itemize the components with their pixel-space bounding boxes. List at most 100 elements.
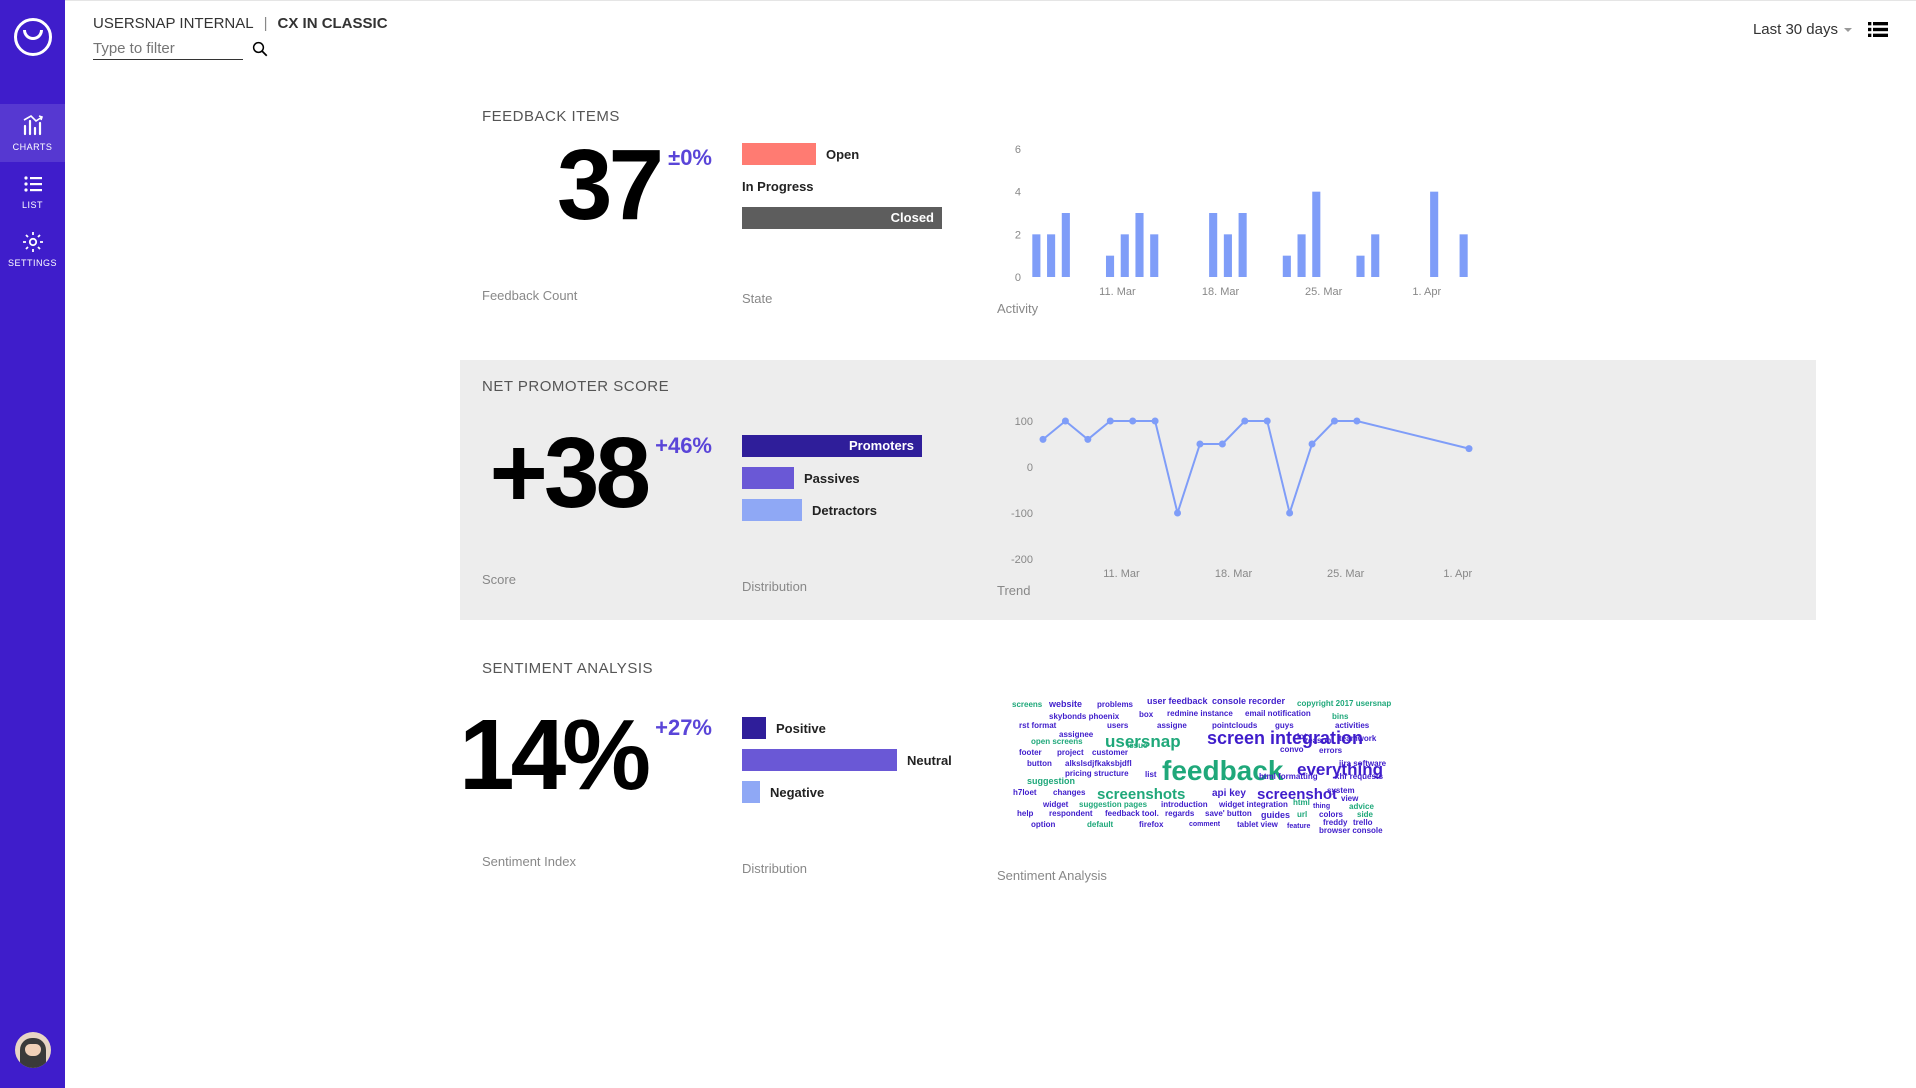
cloud-word: problems [1097,701,1133,709]
hbar-label: Open [826,147,859,162]
date-filter[interactable]: Last 30 days [1753,21,1854,38]
breadcrumb-org[interactable]: USERSNAP INTERNAL [93,15,254,32]
nav-list[interactable]: LIST [0,162,65,220]
svg-text:18. Mar: 18. Mar [1215,568,1253,580]
cloud-word: introduction [1161,801,1208,809]
svg-text:11. Mar: 11. Mar [1099,286,1136,298]
cloud-word: email notification [1245,710,1311,718]
cloud-word: firefox [1139,821,1163,829]
svg-text:-100: -100 [1011,508,1033,520]
hbar-label: Neutral [907,753,952,768]
hbar [742,499,802,521]
cloud-word: teamwork [1339,735,1376,743]
cloud-word: open screens [1031,738,1083,746]
hbar-row: Detractors [742,499,967,521]
section-title-feedback: FEEDBACK ITEMS [482,108,1794,125]
cloud-word: save' button [1205,810,1252,818]
hbar [742,781,760,803]
cloud-word: footer [1019,749,1042,757]
list-icon [21,172,45,196]
hbar-row: Neutral [742,749,967,771]
sentiment-index-label: Sentiment Index [482,854,712,869]
cloud-word: h7loet [1013,789,1037,797]
cloud-word: users [1107,722,1128,730]
cloud-word: thing [1313,803,1330,810]
cloud-word: copyright 2017 usersnap [1297,700,1391,708]
hbar-label: Detractors [812,503,877,518]
svg-text:25. Mar: 25. Mar [1305,286,1343,298]
cloud-word: help [1017,810,1033,818]
svg-text:6: 6 [1015,144,1021,156]
cloud-word: respondent [1049,810,1093,818]
nav-charts-label: CHARTS [13,142,53,152]
cloud-word: bins [1332,713,1348,721]
sidebar: CHARTS LIST SETTINGS [0,0,65,1088]
activity-label: Activity [997,301,1794,316]
cloud-word: console recorder [1212,697,1285,706]
sentiment-dist-label: Distribution [742,861,967,876]
cloud-word: html formatting [1259,773,1318,781]
cloud-word: customer [1092,749,1128,757]
svg-text:4: 4 [1015,187,1021,199]
search-icon[interactable] [251,40,269,58]
svg-text:25. Mar: 25. Mar [1327,568,1365,580]
cloud-word: list [1145,771,1157,779]
hbar-row: Closed [742,207,967,229]
sentiment-index: 14% +27% [482,713,712,798]
nav-list-label: LIST [22,200,43,210]
cloud-word: feature [1287,823,1310,830]
list-toggle-icon[interactable] [1868,22,1888,37]
nav-settings[interactable]: SETTINGS [0,220,65,278]
feedback-delta: ±0% [668,149,712,168]
cloud-word: default [1087,821,1113,829]
cloud-word: url [1297,811,1307,819]
hbar-row: Promoters [742,435,967,457]
cloud-word: widget [1043,801,1068,809]
hbar-row: Open [742,143,967,165]
logo [14,18,52,56]
cloud-word: comment [1189,821,1220,828]
nps-score-label: Score [482,572,712,587]
breadcrumb-project[interactable]: CX IN CLASSIC [278,15,388,32]
cloud-word: tablet view [1237,821,1278,829]
cloud-word: suggestion [1027,777,1075,786]
cloud-word: pointclouds [1212,722,1257,730]
hbar-row: In Progress [742,175,967,197]
hbar-label: Negative [770,785,824,800]
feedback-state-label: State [742,291,967,306]
nps-dist-label: Distribution [742,579,967,594]
nav-settings-label: SETTINGS [8,258,57,268]
cloud-word: changes [1053,789,1085,797]
cloud-word: browser console [1319,827,1383,835]
hbar-row: Positive [742,717,967,739]
svg-text:-200: -200 [1011,554,1033,566]
cloud-word: assigne [1157,722,1187,730]
section-sentiment: SENTIMENT ANALYSIS 14% +27% Sentiment In… [460,642,1816,905]
hbar [742,143,816,165]
cloud-word: suggestion pages [1079,801,1147,809]
cloud-word: skybonds phoenix [1049,713,1119,721]
cloud-word: guys [1275,722,1294,730]
feedback-count: 37 ±0% [482,143,712,228]
cloud-word: issue [1127,742,1147,750]
svg-text:11. Mar: 11. Mar [1103,568,1140,580]
hbar-label: Passives [804,471,860,486]
breadcrumb: USERSNAP INTERNAL | CX IN CLASSIC [93,15,388,32]
hbar: Closed [742,207,942,229]
cloud-word: html [1293,799,1310,807]
cloud-word: alkslsdjfkaksbjdfl [1065,760,1132,768]
hbar [742,717,766,739]
filter-input[interactable] [93,38,243,60]
avatar[interactable] [15,1032,51,1068]
date-filter-label: Last 30 days [1753,21,1838,38]
cloud-word: errors [1319,747,1342,755]
cloud-word: widget integration [1219,801,1288,809]
nav-charts[interactable]: CHARTS [0,104,65,162]
cloud-word: redmine instance [1167,710,1233,718]
cloud-word: box [1139,711,1153,719]
hbar [742,467,794,489]
cloud-word: website [1049,700,1082,709]
cloud-word: api key [1212,789,1246,799]
cloud-word: reason [1305,737,1331,745]
section-feedback: FEEDBACK ITEMS 37 ±0% Feedback Count Ope… [460,90,1816,338]
